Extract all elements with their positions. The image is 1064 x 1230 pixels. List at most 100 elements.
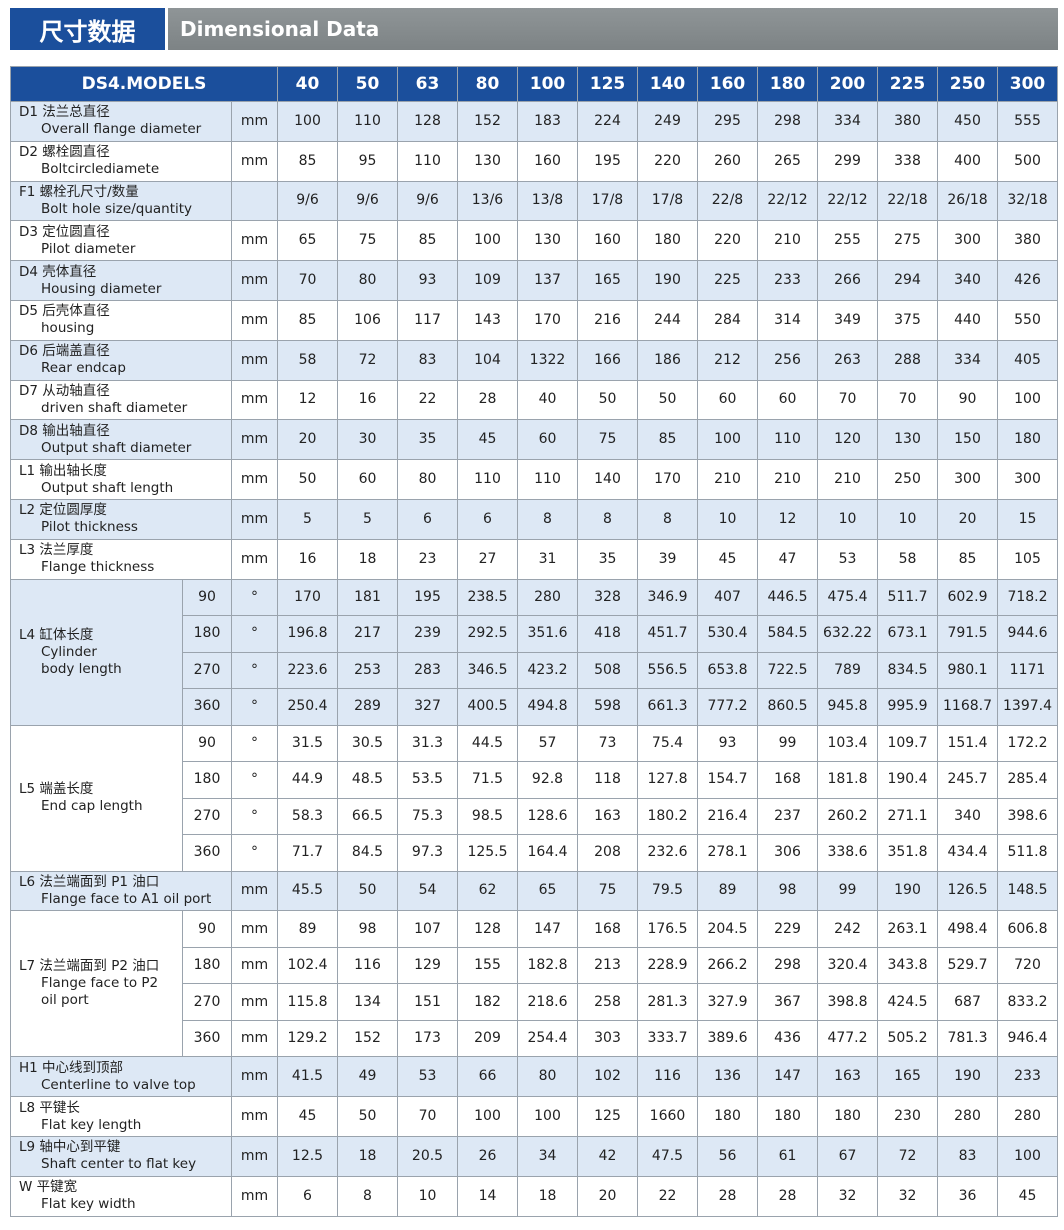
value-cell: 152 (337, 1019, 398, 1058)
sub-row: 270 ° 58.3 66.5 75.3 98.5 128.6 163 180.2 216.4 23… (11, 797, 1058, 836)
value-cell: 170 (277, 578, 338, 617)
unit-cell: ° (231, 615, 278, 653)
label-line: L6 法兰端面到 P1 油口 (19, 873, 160, 890)
value-cell: 35 (397, 419, 458, 461)
unit-cell: mm (231, 260, 278, 301)
sub-label: 180 (182, 615, 232, 653)
value-cell: 232.6 (637, 834, 698, 872)
value-cell: 9/6 (277, 180, 338, 222)
value-cell: 220 (697, 220, 758, 262)
value-cell: 400 (937, 140, 998, 182)
value-cell: 36 (937, 1175, 998, 1217)
sub-row: 360 ° 71.7 84.5 97.3 125.5 164.4 208 232.6 278.1 3… (11, 834, 1058, 872)
value-cell: 130 (517, 220, 578, 262)
value-cell: 242 (817, 910, 878, 948)
value-cell: 45.5 (277, 870, 338, 912)
value-cell: 71.5 (457, 761, 518, 799)
value-cell: 22/18 (877, 180, 938, 222)
model-header: 225 (877, 66, 938, 102)
value-cell: 1168.7 (937, 688, 998, 726)
value-cell: 30 (337, 419, 398, 461)
value-cell: 320.4 (817, 946, 878, 985)
row-label: D5 后壳体直径 housing (10, 299, 232, 341)
value-cell: 218.6 (517, 983, 578, 1021)
value-cell: 80 (337, 260, 398, 301)
value-cell: 6 (277, 1175, 338, 1217)
value-cell: 143 (457, 299, 518, 341)
data-row: F1 螺栓孔尺寸/数量 Bolt hole size/quantity 9/6 9/6… (10, 180, 1058, 222)
value-cell: 89 (277, 910, 338, 948)
value-cell: 423.2 (517, 651, 578, 690)
data-row: H1 中心线到顶部 Centerline to valve top mm 41.5 49… (10, 1056, 1058, 1098)
label-line: D3 定位圆直径 (19, 223, 110, 240)
value-cell: 180 (697, 1096, 758, 1137)
value-cell: 300 (937, 459, 998, 500)
value-cell: 83 (937, 1135, 998, 1177)
value-cell: 181.8 (817, 761, 878, 799)
value-cell: 718.2 (997, 578, 1058, 617)
row-label: L2 定位圆厚度 Pilot thickness (10, 498, 232, 540)
unit-cell: mm (231, 498, 278, 540)
value-cell: 1171 (997, 651, 1058, 690)
value-cell: 255 (817, 220, 878, 262)
label-line: L1 输出轴长度 (19, 462, 107, 479)
value-cell: 117 (397, 299, 458, 341)
value-cell: 327 (397, 688, 458, 726)
value-cell: 34 (517, 1135, 578, 1177)
unit-cell: mm (231, 1096, 278, 1137)
value-cell: 20 (937, 498, 998, 540)
value-cell: 50 (577, 379, 638, 421)
value-cell: 134 (337, 983, 398, 1021)
model-header: 200 (817, 66, 878, 102)
value-cell: 653.8 (697, 651, 758, 690)
sub-row: L4 缸体长度 Cylinder body length 90 ° 170 181 195 23… (10, 578, 1058, 726)
value-cell: 238.5 (457, 578, 518, 617)
data-row: W 平键宽 Flat key width mm 6 8 10 14 18 20 22 28 28 32 3… (10, 1175, 1058, 1217)
value-cell: 85 (637, 419, 698, 461)
value-cell: 100 (997, 1135, 1058, 1177)
value-cell: 163 (577, 797, 638, 836)
value-cell: 195 (577, 140, 638, 182)
value-cell: 90 (937, 379, 998, 421)
value-cell: 12 (277, 379, 338, 421)
value-cell: 30.5 (337, 724, 398, 763)
value-cell: 18 (337, 1135, 398, 1177)
value-cell: 70 (817, 379, 878, 421)
row-label: D1 法兰总直径 Overall flange diameter (10, 101, 232, 142)
value-cell: 150 (937, 419, 998, 461)
value-cell: 83 (397, 339, 458, 381)
value-cell: 92.8 (517, 761, 578, 799)
value-cell: 85 (277, 140, 338, 182)
value-cell: 237 (757, 797, 818, 836)
value-cell: 45 (997, 1175, 1058, 1217)
value-cell: 85 (277, 299, 338, 341)
sub-row: 360 ° 250.4 289 327 400.5 494.8 598 661.3 777.2 86… (11, 688, 1058, 726)
value-cell: 346.5 (457, 651, 518, 690)
value-cell: 50 (637, 379, 698, 421)
value-cell: 995.9 (877, 688, 938, 726)
value-cell: 110 (397, 140, 458, 182)
unit-cell: ° (231, 724, 278, 763)
sub-label: 360 (182, 688, 232, 726)
value-cell: 130 (457, 140, 518, 182)
value-cell: 405 (997, 339, 1058, 381)
label-line: Boltcirclediamete (41, 161, 160, 178)
value-cell: 8 (337, 1175, 398, 1217)
row-label: D7 从动轴直径 driven shaft diameter (10, 379, 232, 421)
value-cell: 8 (637, 498, 698, 540)
sub-row: 270 mm 115.8 134 151 182 218.6 258 281.3 327.9 367… (11, 983, 1058, 1021)
value-cell: 17/8 (637, 180, 698, 222)
value-cell: 97.3 (397, 834, 458, 872)
value-cell: 334 (817, 101, 878, 142)
value-cell: 249 (637, 101, 698, 142)
value-cell: 22/12 (757, 180, 818, 222)
value-cell: 781.3 (937, 1019, 998, 1058)
value-cell: 79.5 (637, 870, 698, 912)
value-cell: 80 (397, 459, 458, 500)
unit-cell: mm (231, 1175, 278, 1217)
label-line: Flat key length (41, 1116, 142, 1133)
value-cell: 66.5 (337, 797, 398, 836)
unit-cell: mm (231, 1135, 278, 1177)
label-line: H1 中心线到顶部 (19, 1059, 124, 1076)
label-line: Flat key width (41, 1196, 136, 1213)
